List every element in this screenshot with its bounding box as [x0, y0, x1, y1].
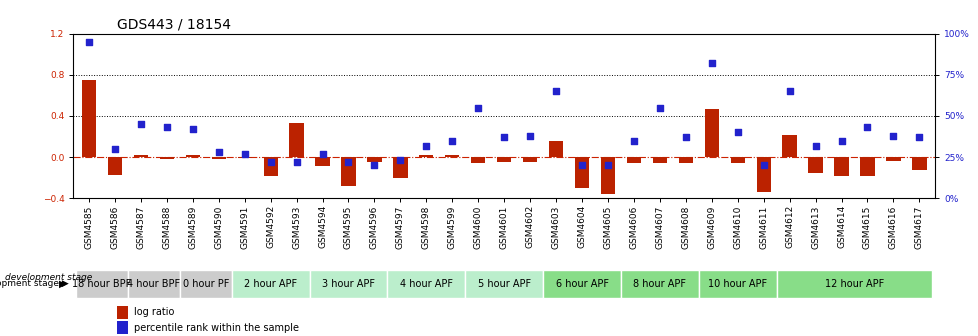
Bar	[549, 140, 562, 157]
Point	[469, 105, 485, 110]
Text: development stage: development stage	[5, 273, 92, 282]
Text: GDS443 / 18154: GDS443 / 18154	[116, 17, 230, 31]
Bar	[341, 157, 355, 186]
Bar	[116, 321, 127, 334]
Point	[444, 138, 460, 143]
Bar	[698, 270, 776, 298]
Bar	[387, 270, 465, 298]
Bar	[159, 157, 174, 159]
Bar	[756, 157, 770, 192]
Point	[574, 163, 590, 168]
Bar	[116, 306, 127, 319]
Bar	[652, 157, 666, 163]
Point	[496, 135, 511, 140]
Text: development stage ▶: development stage ▶	[0, 280, 68, 288]
Text: 18 hour BPF: 18 hour BPF	[72, 279, 131, 289]
Bar	[678, 157, 692, 163]
Bar	[497, 157, 511, 162]
Point	[522, 133, 538, 138]
Point	[133, 122, 149, 127]
Point	[678, 135, 693, 140]
Bar	[419, 155, 433, 157]
Point	[340, 159, 356, 165]
Bar	[232, 270, 309, 298]
Point	[755, 163, 771, 168]
Bar	[315, 157, 330, 166]
Text: 0 hour PF: 0 hour PF	[182, 279, 229, 289]
Bar	[289, 123, 303, 157]
Text: 5 hour APF: 5 hour APF	[477, 279, 530, 289]
Point	[185, 126, 200, 132]
Text: ▶: ▶	[59, 279, 67, 289]
Point	[730, 130, 745, 135]
Point	[807, 143, 822, 148]
Bar	[860, 157, 873, 176]
Point	[262, 159, 278, 165]
Bar	[626, 157, 641, 163]
Bar	[543, 270, 620, 298]
Bar	[522, 157, 537, 162]
Bar	[730, 157, 744, 163]
Point	[237, 151, 252, 157]
Text: 2 hour APF: 2 hour APF	[244, 279, 297, 289]
Bar	[76, 270, 128, 298]
Bar	[465, 270, 543, 298]
Text: 8 hour APF: 8 hour APF	[633, 279, 686, 289]
Text: 12 hour APF: 12 hour APF	[824, 279, 883, 289]
Point	[703, 60, 719, 66]
Point	[651, 105, 667, 110]
Bar	[911, 157, 925, 170]
Bar	[704, 109, 718, 157]
Text: percentile rank within the sample: percentile rank within the sample	[134, 323, 298, 333]
Point	[418, 143, 433, 148]
Bar	[108, 157, 122, 175]
Bar	[134, 155, 148, 157]
Point	[81, 39, 97, 45]
Bar	[445, 155, 459, 157]
Text: 3 hour APF: 3 hour APF	[322, 279, 375, 289]
Bar	[776, 270, 931, 298]
Bar	[600, 157, 614, 194]
Point	[366, 163, 381, 168]
Bar	[238, 157, 251, 158]
Point	[107, 146, 122, 152]
Bar	[180, 270, 232, 298]
Bar	[470, 157, 485, 163]
Bar	[211, 157, 226, 159]
Bar	[263, 157, 278, 176]
Point	[911, 135, 926, 140]
Point	[289, 159, 304, 165]
Text: 4 hour BPF: 4 hour BPF	[127, 279, 180, 289]
Bar	[574, 157, 589, 188]
Bar	[833, 157, 848, 176]
Bar	[781, 135, 796, 157]
Bar	[808, 157, 822, 172]
Point	[210, 150, 226, 155]
Point	[314, 151, 330, 157]
Point	[548, 88, 563, 94]
Text: log ratio: log ratio	[134, 307, 174, 318]
Bar	[620, 270, 698, 298]
Text: 6 hour APF: 6 hour APF	[555, 279, 608, 289]
Bar	[186, 155, 200, 157]
Point	[158, 125, 174, 130]
Point	[859, 125, 874, 130]
Text: 10 hour APF: 10 hour APF	[707, 279, 767, 289]
Point	[885, 133, 901, 138]
Bar	[82, 80, 96, 157]
Text: 4 hour APF: 4 hour APF	[399, 279, 453, 289]
Bar	[393, 157, 407, 178]
Bar	[309, 270, 387, 298]
Point	[781, 88, 797, 94]
Bar	[367, 157, 381, 162]
Point	[833, 138, 849, 143]
Bar	[128, 270, 180, 298]
Point	[626, 138, 642, 143]
Point	[392, 158, 408, 163]
Point	[600, 163, 615, 168]
Bar	[885, 157, 900, 161]
